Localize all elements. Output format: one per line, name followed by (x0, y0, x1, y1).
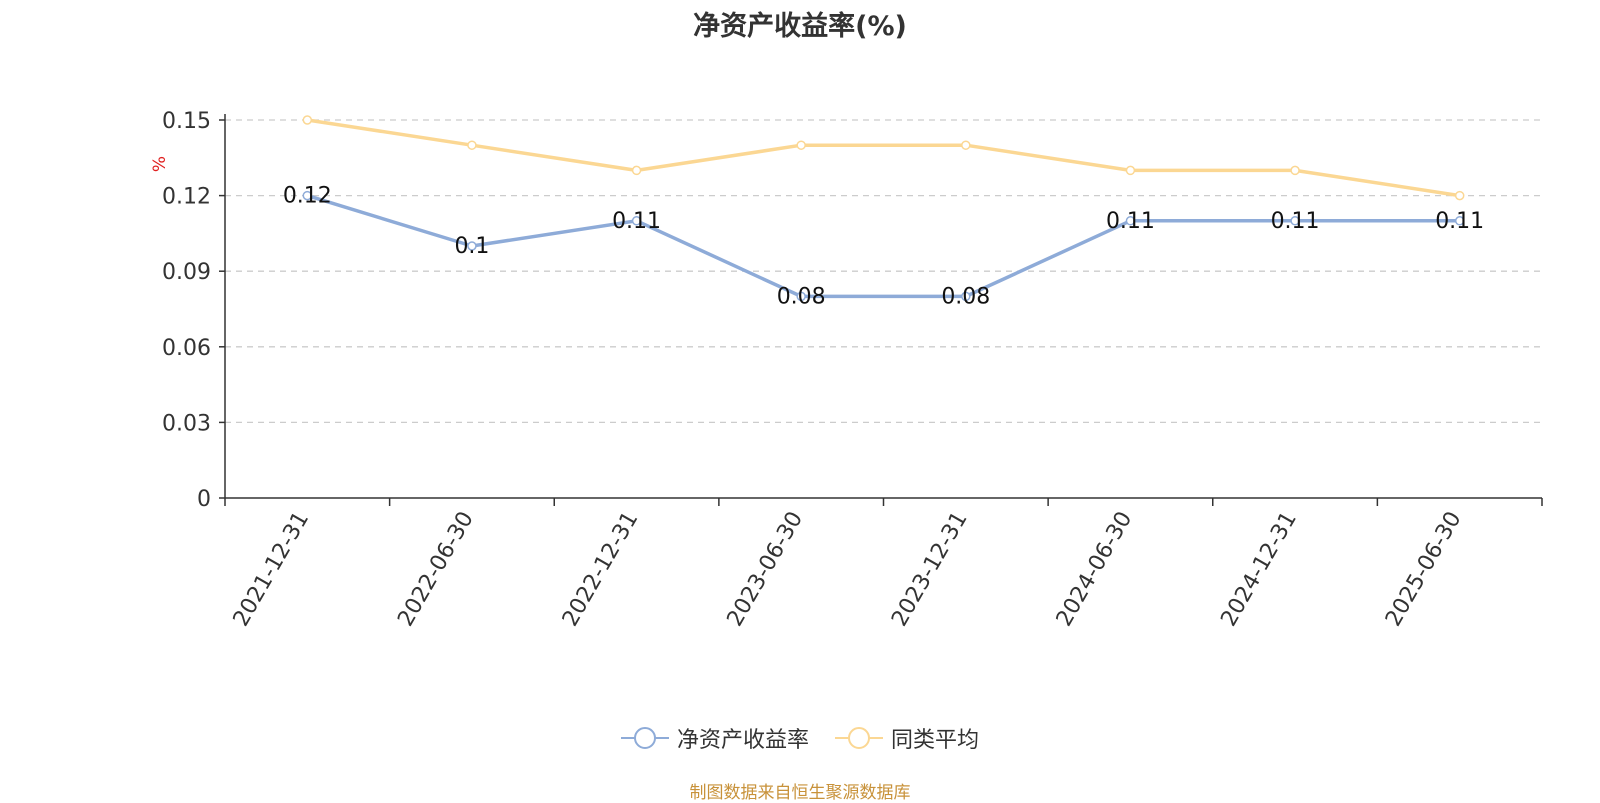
series-lines (302, 115, 1465, 302)
series-line-0 (306, 193, 1460, 299)
y-axis-unit-label: % (150, 156, 170, 172)
x-tick-label: 2024-06-30 (1052, 508, 1138, 631)
x-tick-label: 2022-12-31 (558, 508, 644, 631)
series-0-point[interactable] (796, 291, 806, 302)
x-tick-label: 2023-06-30 (723, 508, 809, 631)
series-0-point[interactable] (961, 291, 971, 302)
y-tick-label: 0.12 (162, 185, 211, 210)
series-0-point[interactable] (631, 216, 642, 226)
y-tick-label: 0.06 (162, 336, 211, 361)
series-1-point[interactable] (1290, 165, 1300, 176)
x-tick-label: 2024-12-31 (1216, 508, 1302, 631)
series-1-point[interactable] (1454, 190, 1465, 201)
x-tick-label: 2023-12-31 (887, 508, 973, 631)
series-0-point[interactable] (1454, 216, 1465, 226)
series-1-point[interactable] (631, 165, 642, 176)
series-1-point[interactable] (467, 140, 477, 150)
data-label: 0.1 (454, 234, 489, 259)
x-tick-label: 2025-06-30 (1381, 508, 1467, 631)
legend-label-roe: 净资产收益率 (676, 728, 809, 753)
data-label: 0.12 (283, 184, 332, 209)
legend-item-roe[interactable]: 净资产收益率 (620, 722, 809, 754)
data-label: 0.08 (941, 284, 990, 309)
y-tick-label: 0 (197, 487, 211, 512)
y-tick-label: 0.09 (162, 260, 211, 285)
data-label: 0.11 (1435, 209, 1484, 234)
data-labels: 0.12 0.1 0.11 0.08 0.08 0.11 0.11 0.11 (283, 184, 1484, 310)
chart-title: 净资产收益率(%) (693, 11, 907, 42)
series-0-point[interactable] (467, 241, 477, 251)
series-0-point[interactable] (1290, 216, 1300, 226)
y-tick-label: 0.15 (162, 109, 211, 134)
series-1-point[interactable] (1125, 165, 1136, 176)
data-label: 0.11 (1271, 209, 1320, 234)
series-0-point[interactable] (302, 190, 313, 201)
grid-lines (225, 119, 1542, 424)
series-line-1 (307, 118, 1460, 198)
series-1-point[interactable] (796, 140, 806, 150)
series-1-point[interactable] (961, 140, 971, 150)
x-tick-label: 2022-06-30 (393, 508, 479, 631)
legend-item-peer-average[interactable]: 同类平均 (835, 722, 979, 754)
data-label: 0.11 (612, 209, 661, 234)
legend-roe-marker-icon (620, 727, 669, 749)
series-0-point[interactable] (1125, 216, 1136, 226)
data-label: 0.08 (777, 284, 826, 309)
source-note: 制图数据来自恒生聚源数据库 (689, 783, 911, 803)
legend-peer-average-marker-icon (835, 727, 883, 749)
series-1-point[interactable] (302, 115, 313, 125)
y-tick-label: 0.03 (162, 411, 211, 436)
legend: 净资产收益率 同类平均 (0, 722, 1600, 754)
x-tick-label: 2021-12-31 (229, 508, 315, 631)
legend-label-peer-average: 同类平均 (891, 728, 980, 753)
data-label: 0.11 (1106, 209, 1155, 234)
axes: 0 0.03 0.06 0.09 0.12 0.15 2021-12-31 2022-06-3… (162, 109, 1543, 631)
